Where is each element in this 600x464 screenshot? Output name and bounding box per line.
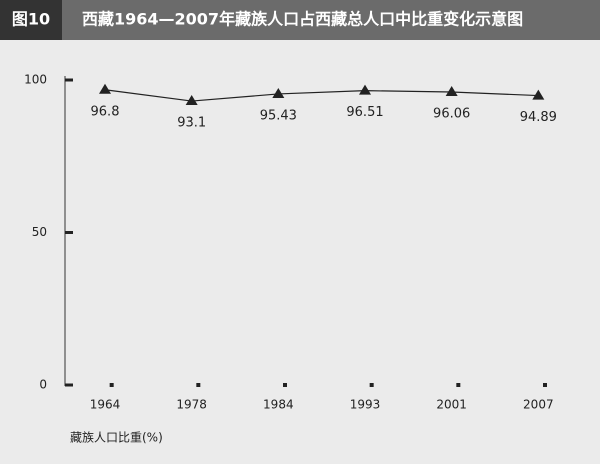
marker (359, 84, 371, 95)
marker (99, 83, 111, 94)
y-axis-label: 藏族人口比重(%) (70, 431, 163, 445)
marker (272, 87, 285, 98)
x-tick-label: 2001 (436, 398, 467, 412)
marker (532, 89, 545, 100)
x-separator (369, 383, 374, 387)
x-separator (543, 383, 547, 387)
x-tick-label: 1978 (176, 398, 207, 412)
y-tick-label: 0 (39, 378, 47, 392)
x-separator (456, 383, 461, 387)
x-separator (283, 383, 287, 387)
x-tick-label: 1984 (263, 398, 294, 412)
data-label: 95.43 (260, 108, 297, 123)
y-tick-label: 50 (32, 225, 47, 239)
data-label: 96.51 (346, 105, 383, 120)
x-tick-label: 1964 (90, 398, 121, 412)
x-separator (109, 383, 114, 387)
marker (185, 95, 198, 106)
chart-title: 西藏1964—2007年藏族人口占西藏总人口中比重变化示意图 (82, 10, 523, 29)
figure-label: 图10 (12, 10, 50, 29)
data-label: 94.89 (520, 110, 557, 125)
data-label: 96.8 (91, 104, 120, 119)
data-label: 93.1 (177, 116, 206, 131)
marker (445, 86, 458, 97)
data-label: 96.06 (433, 107, 470, 122)
line (104, 89, 539, 102)
y-tick-label: 100 (24, 73, 47, 87)
figure-label-box (0, 0, 62, 40)
x-separator (196, 383, 201, 387)
x-tick-label: 1993 (350, 398, 381, 412)
x-tick-label: 2007 (523, 398, 554, 412)
header-bar (0, 0, 600, 40)
